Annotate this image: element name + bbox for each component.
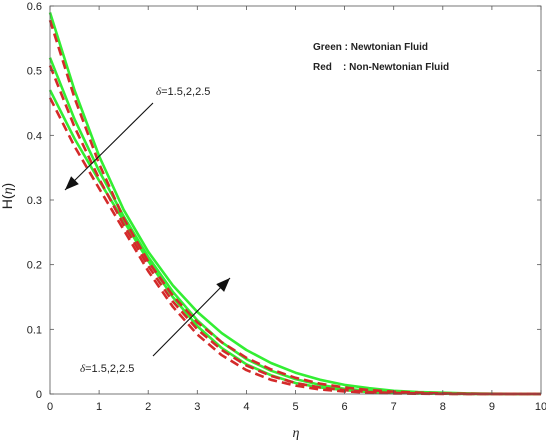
non-newtonian-series-line: [48, 65, 541, 396]
x-axis-title: η: [293, 426, 300, 441]
annotation-bottom-symbol: δ: [80, 363, 86, 375]
x-tick-label: 5: [292, 401, 298, 413]
delta-arrow-down-shaft: [64, 102, 154, 191]
y-tick-label: 0.3: [27, 195, 42, 207]
annotation-label-bottom: δ=1.5,2,2.5: [80, 363, 134, 375]
y-axis-title: H(η): [0, 183, 16, 209]
annotation-bottom-text: =1.5,2,2.5: [85, 363, 134, 375]
y-tick-label: 0.1: [27, 324, 42, 336]
non-newtonian-series-line: [48, 97, 541, 396]
legend-entry-non-newtonian: Red : Non-Newtonian Fluid: [313, 62, 449, 73]
annotation-layer: [64, 102, 231, 357]
y-tick-label: 0: [36, 389, 42, 401]
annotation-top-text: =1.5,2,2.5: [161, 86, 210, 98]
legend-entry-newtonian: Green : Newtonian Fluid: [313, 42, 428, 53]
delta-arrow-up-shaft: [152, 277, 231, 357]
y-tick-label: 0.5: [27, 66, 42, 78]
y-tick-label: 0.4: [27, 130, 42, 142]
x-tick-label: 6: [342, 401, 348, 413]
annotation-top-symbol: δ: [156, 86, 162, 98]
x-tick-label: 9: [489, 401, 495, 413]
newtonian-series-line: [48, 12, 542, 396]
y-tick-label: 0.6: [27, 1, 42, 13]
x-tick-label: 10: [535, 401, 546, 413]
series-layer: [48, 12, 542, 396]
y-axis-title-var: η: [1, 187, 16, 194]
plot-frame: [49, 5, 542, 395]
x-tick-label: 4: [243, 401, 249, 413]
x-tick-label: 2: [145, 401, 151, 413]
y-axis-title-suffix: ): [0, 183, 15, 188]
annotation-label-top: δ=1.5,2,2.5: [156, 86, 210, 98]
x-tick-label: 8: [440, 401, 446, 413]
y-axis-title-prefix: H(: [0, 194, 15, 209]
x-tick-label: 7: [391, 401, 397, 413]
x-tick-label: 3: [194, 401, 200, 413]
x-tick-label: 1: [96, 401, 102, 413]
y-tick-label: 0.2: [27, 260, 42, 272]
delta-arrow-up-head: [216, 278, 230, 292]
newtonian-series-line: [48, 89, 541, 396]
x-tick-label: 0: [47, 401, 53, 413]
axes-layer: 0 1 2 3 4 5 6 7 8 9 10 0 0.1 0.2 0.3 0.4 0.5 0.6: [27, 1, 546, 413]
delta-arrow-down-head: [65, 176, 79, 190]
